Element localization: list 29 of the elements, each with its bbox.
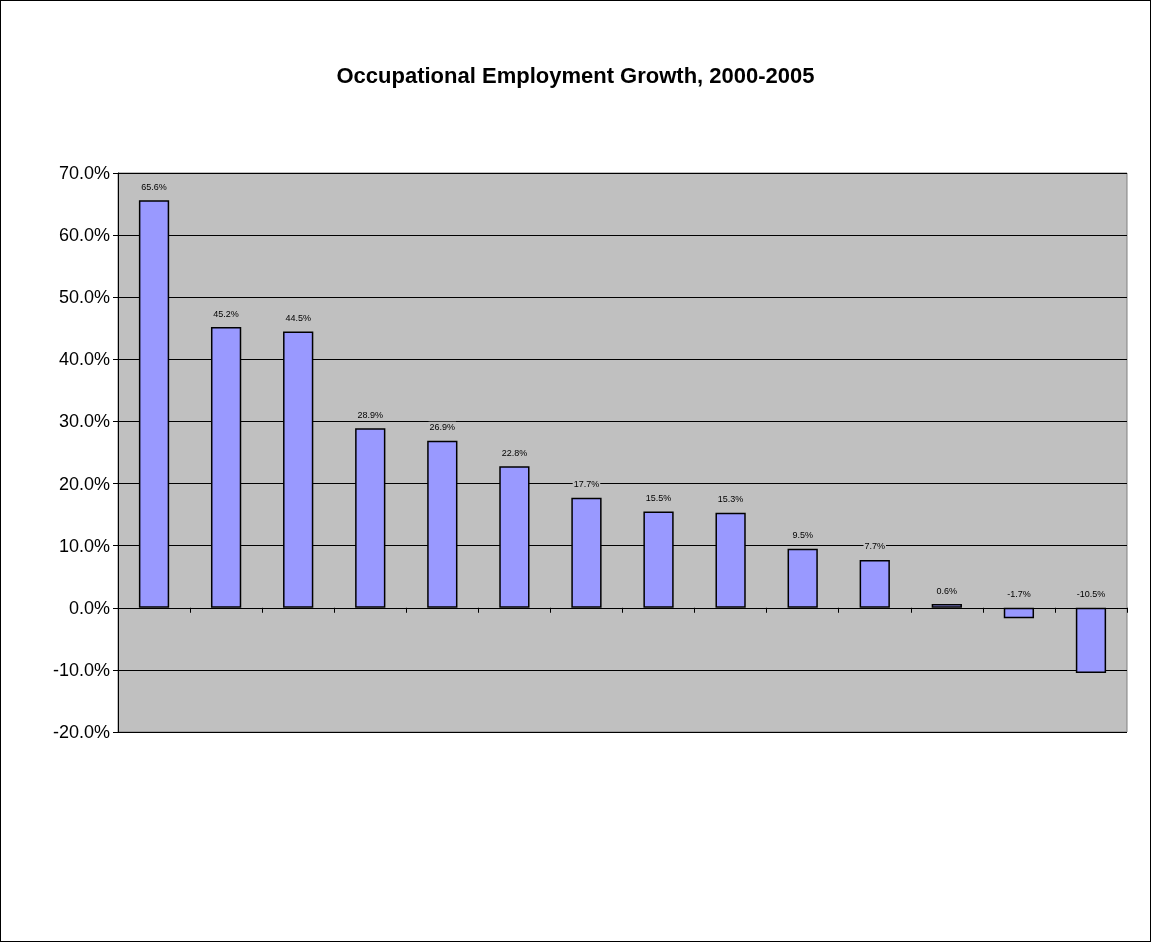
bar xyxy=(931,604,962,608)
data-label: 44.5% xyxy=(285,312,311,323)
bar xyxy=(1003,607,1035,619)
data-label: -1.7% xyxy=(1007,589,1031,600)
y-tick-label: 40.0% xyxy=(58,349,110,370)
data-label: 0.6% xyxy=(936,585,958,596)
data-label: 17.7% xyxy=(573,479,600,490)
y-tick-label: 10.0% xyxy=(58,535,110,556)
data-label: 22.8% xyxy=(501,447,528,458)
data-label: 9.5% xyxy=(792,530,813,541)
data-label: 7.7% xyxy=(864,541,886,552)
data-label: 15.5% xyxy=(645,493,672,504)
bar xyxy=(787,548,818,608)
y-tick-label: -10.0% xyxy=(52,659,110,680)
data-label: -10.5% xyxy=(1076,589,1106,600)
data-label: 28.9% xyxy=(357,409,384,420)
data-label: 15.3% xyxy=(717,494,744,505)
y-tick-label: 60.0% xyxy=(58,225,110,246)
y-tick-label: 50.0% xyxy=(58,287,110,308)
y-tick-label: 30.0% xyxy=(58,411,110,432)
y-tick-label: -20.0% xyxy=(52,722,110,742)
bar xyxy=(859,559,890,608)
data-label: 26.9% xyxy=(429,422,456,433)
data-label: 45.2% xyxy=(213,308,239,319)
y-tick-label: 0.0% xyxy=(68,597,110,618)
y-tick-label: 70.0% xyxy=(58,163,110,183)
data-label: 65.6% xyxy=(141,181,167,192)
y-tick-label: 20.0% xyxy=(58,473,110,494)
chart-title: Occupational Employment Growth, 2000-2005 xyxy=(336,62,815,88)
